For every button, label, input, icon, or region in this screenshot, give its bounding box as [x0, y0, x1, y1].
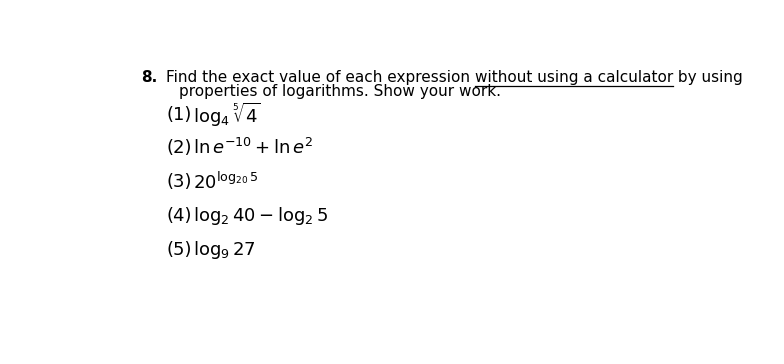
Text: $\ln e^{-10} + \ln e^2$: $\ln e^{-10} + \ln e^2$ [193, 138, 313, 158]
Text: by using: by using [673, 70, 743, 85]
Text: Find the exact value of each expression: Find the exact value of each expression [166, 70, 475, 85]
Text: properties of logarithms. Show your work.: properties of logarithms. Show your work… [180, 84, 502, 99]
Text: (2): (2) [166, 139, 192, 157]
Text: $20^{\log_{20} 5}$: $20^{\log_{20} 5}$ [193, 172, 257, 193]
Text: $\log_2 40 - \log_2 5$: $\log_2 40 - \log_2 5$ [193, 205, 328, 227]
Text: (5): (5) [166, 241, 192, 259]
Text: (4): (4) [166, 207, 192, 225]
Text: 8.: 8. [140, 70, 157, 85]
Text: without using a calculator: without using a calculator [475, 70, 673, 85]
Text: $\log_4 \sqrt[5]{4}$: $\log_4 \sqrt[5]{4}$ [193, 100, 260, 128]
Text: (3): (3) [166, 173, 192, 191]
Text: $\log_9 27$: $\log_9 27$ [193, 239, 255, 261]
Text: (1): (1) [166, 106, 191, 123]
